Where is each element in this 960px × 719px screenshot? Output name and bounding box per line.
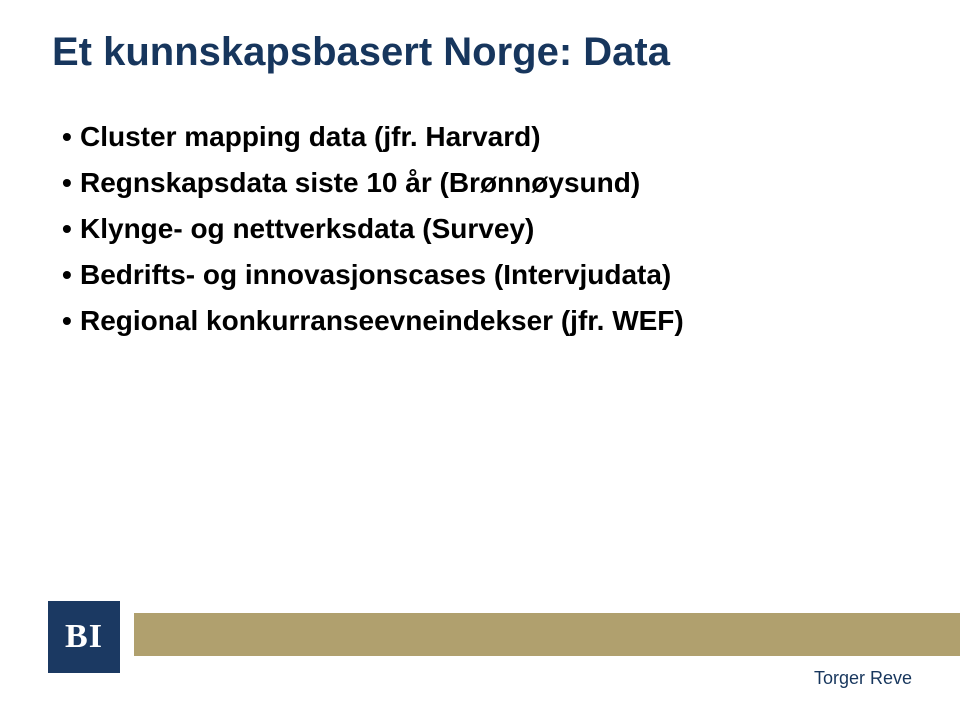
bullet-dot: •: [62, 162, 70, 204]
list-item: • Klynge- og nettverksdata (Survey): [62, 208, 900, 250]
bullet-text: Klynge- og nettverksdata (Survey): [80, 208, 900, 250]
bullet-text: Cluster mapping data (jfr. Harvard): [80, 116, 900, 158]
bullet-text: Regional konkurranseevneindekser (jfr. W…: [80, 300, 900, 342]
bullet-dot: •: [62, 116, 70, 158]
bullet-dot: •: [62, 208, 70, 250]
list-item: • Regnskapsdata siste 10 år (Brønnøysund…: [62, 162, 900, 204]
presenter-name: Torger Reve: [814, 668, 912, 689]
bullet-text: Bedrifts- og innovasjonscases (Intervjud…: [80, 254, 900, 296]
bi-logo-text: BI: [65, 618, 103, 656]
list-item: • Bedrifts- og innovasjonscases (Intervj…: [62, 254, 900, 296]
bullet-list: • Cluster mapping data (jfr. Harvard) • …: [62, 116, 900, 346]
bullet-dot: •: [62, 300, 70, 342]
footer-accent-band: [134, 616, 960, 656]
list-item: • Cluster mapping data (jfr. Harvard): [62, 116, 900, 158]
slide: Et kunnskapsbasert Norge: Data • Cluster…: [0, 0, 960, 719]
list-item: • Regional konkurranseevneindekser (jfr.…: [62, 300, 900, 342]
bullet-dot: •: [62, 254, 70, 296]
bullet-text: Regnskapsdata siste 10 år (Brønnøysund): [80, 162, 900, 204]
slide-title: Et kunnskapsbasert Norge: Data: [52, 30, 670, 75]
bi-logo: BI: [48, 601, 120, 673]
